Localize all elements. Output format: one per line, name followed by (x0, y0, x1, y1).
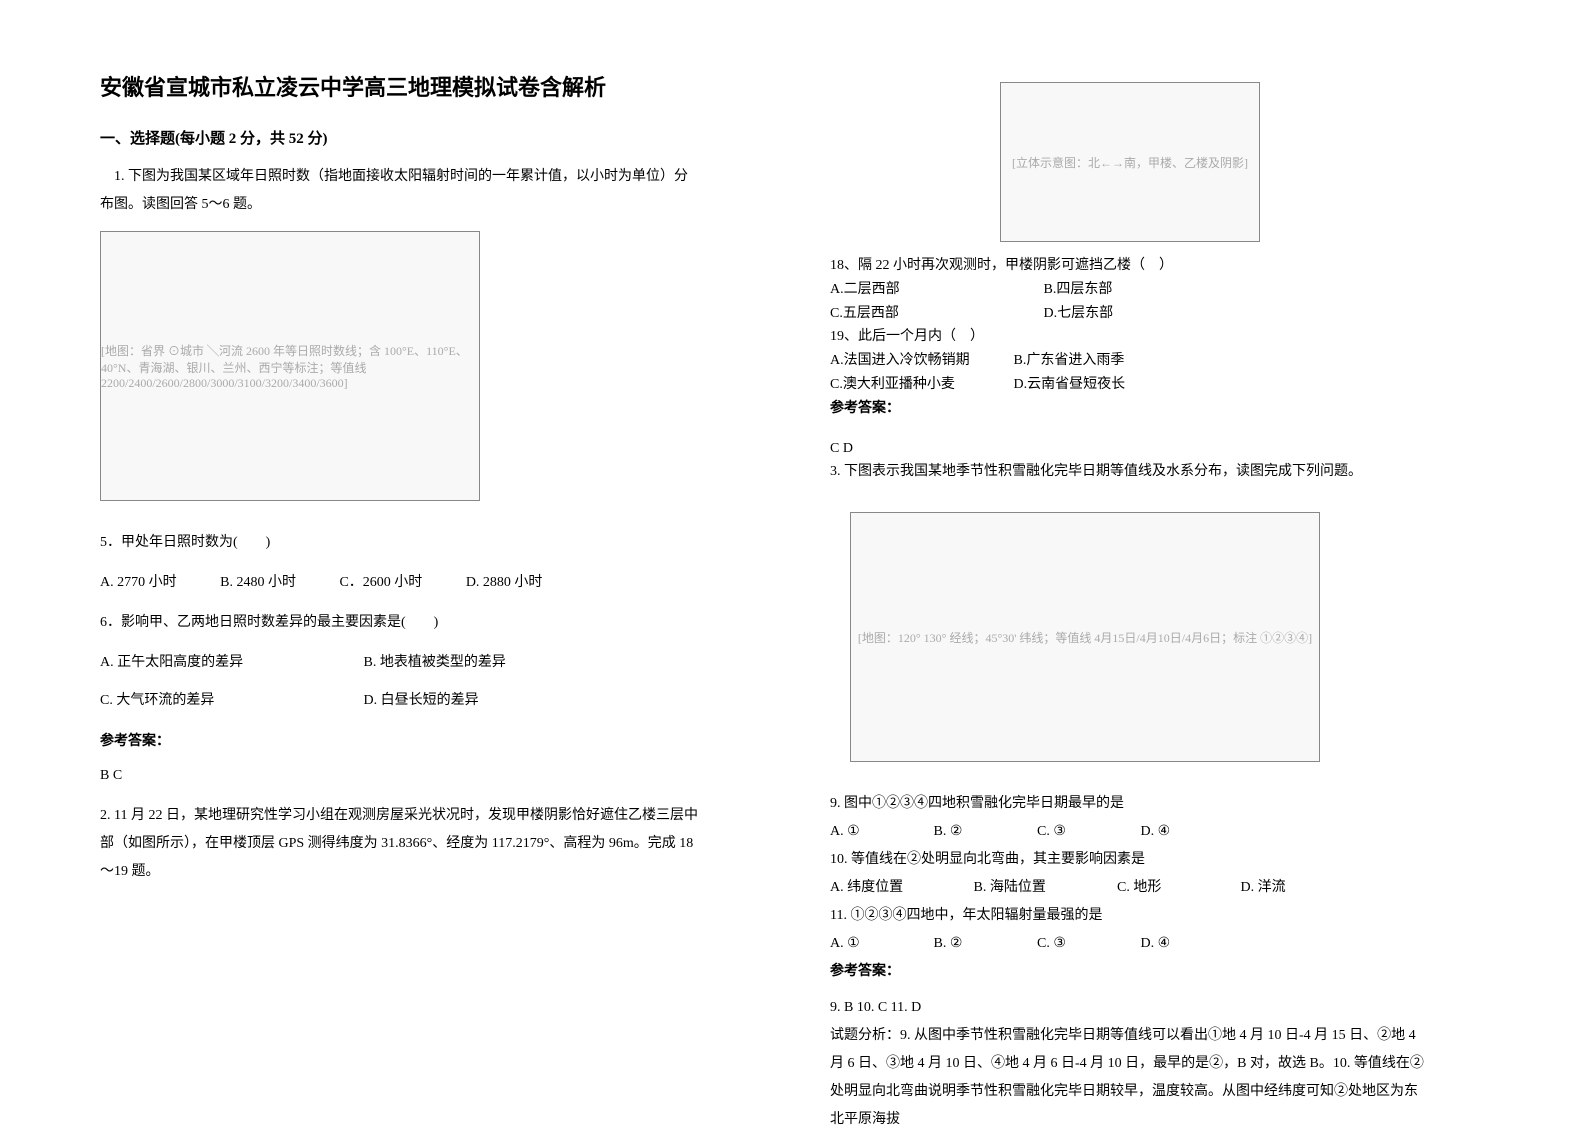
q11-options: A. ① B. ② C. ③ D. ④ (830, 930, 1430, 958)
q18-opt-b[interactable]: B.四层东部 (1044, 282, 1113, 297)
q18-options: A.二层西部 B.四层东部 (830, 278, 1430, 302)
q2-intro: 2. 11 月 22 日，某地理研究性学习小组在观测房屋采光状况时，发现甲楼阴影… (100, 802, 700, 886)
q18-opt-a[interactable]: A.二层西部 (830, 278, 1040, 302)
q18-opt-d[interactable]: D.七层东部 (1044, 306, 1114, 321)
q1-answer: B C (100, 762, 700, 790)
q11-opt-d[interactable]: D. ④ (1141, 930, 1241, 958)
q10-opt-d[interactable]: D. 洋流 (1241, 874, 1341, 902)
q3-figure: [地图：120° 130° 经线；45°30' 纬线；等值线 4月15日/4月1… (850, 512, 1320, 762)
q6-options: A. 正午太阳高度的差异 B. 地表植被类型的差异 C. 大气环流的差异 D. … (100, 649, 700, 715)
q9-opt-b[interactable]: B. ② (934, 818, 1034, 846)
q19-opt-c[interactable]: C.澳大利亚播种小麦 (830, 373, 1010, 397)
q5-options: A. 2770 小时 B. 2480 小时 C．2600 小时 D. 2880 … (100, 569, 700, 597)
q5-opt-a[interactable]: A. 2770 小时 (100, 569, 177, 597)
q11-opt-a[interactable]: A. ① (830, 930, 930, 958)
q2-figure-caption: [立体示意图：北←→南，甲楼、乙楼及阴影] (1012, 154, 1248, 171)
q5-stem: 5．甲处年日照时数为( ) (100, 529, 700, 557)
q3-figure-caption: [地图：120° 130° 经线；45°30' 纬线；等值线 4月15日/4月1… (858, 629, 1312, 646)
q10-opt-a[interactable]: A. 纬度位置 (830, 874, 970, 902)
q2-answer: C D (830, 437, 1430, 461)
q9-opt-d[interactable]: D. ④ (1141, 818, 1241, 846)
q10-stem: 10. 等值线在②处明显向北弯曲，其主要影响因素是 (830, 846, 1430, 874)
q19-options-2: C.澳大利亚播种小麦 D.云南省昼短夜长 (830, 373, 1430, 397)
q9-options: A. ① B. ② C. ③ D. ④ (830, 818, 1430, 846)
q11-stem: 11. ①②③④四地中，年太阳辐射量最强的是 (830, 902, 1430, 930)
q5-opt-b[interactable]: B. 2480 小时 (220, 569, 296, 597)
q1-intro: 1. 下图为我国某区域年日照时数（指地面接收太阳辐射时间的一年累计值，以小时为单… (100, 163, 700, 219)
q1-figure-caption: [地图：省界 ⊙城市 ╲河流 2600 年等日照时数线；含 100°E、110°… (101, 342, 479, 391)
q19-opt-b[interactable]: B.广东省进入雨季 (1014, 353, 1125, 368)
q6-stem: 6．影响甲、乙两地日照时数差异的最主要因素是( ) (100, 609, 700, 637)
q1-figure: [地图：省界 ⊙城市 ╲河流 2600 年等日照时数线；含 100°E、110°… (100, 231, 480, 501)
q10-opt-b[interactable]: B. 海陆位置 (974, 874, 1114, 902)
q19-options: A.法国进入冷饮畅销期 B.广东省进入雨季 (830, 349, 1430, 373)
q19-opt-a[interactable]: A.法国进入冷饮畅销期 (830, 349, 1010, 373)
q9-stem: 9. 图中①②③④四地积雪融化完毕日期最早的是 (830, 790, 1430, 818)
section-1-header: 一、选择题(每小题 2 分，共 52 分) (100, 127, 700, 148)
page-title: 安徽省宣城市私立凌云中学高三地理模拟试卷含解析 (100, 70, 700, 102)
q11-opt-c[interactable]: C. ③ (1037, 930, 1137, 958)
q10-options: A. 纬度位置 B. 海陆位置 C. 地形 D. 洋流 (830, 874, 1430, 902)
q5-opt-c[interactable]: C．2600 小时 (339, 569, 422, 597)
q10-opt-c[interactable]: C. 地形 (1117, 874, 1237, 902)
q2-figure: [立体示意图：北←→南，甲楼、乙楼及阴影] (1000, 82, 1260, 242)
q18-options-2: C.五层西部 D.七层东部 (830, 302, 1430, 326)
q2-answer-label: 参考答案： (830, 397, 1430, 421)
q9-opt-a[interactable]: A. ① (830, 818, 930, 846)
q18-opt-c[interactable]: C.五层西部 (830, 302, 1040, 326)
q3-answer-label: 参考答案： (830, 958, 1430, 986)
q3-answer: 9. B 10. C 11. D (830, 994, 1430, 1022)
q6-opt-d[interactable]: D. 白昼长短的差异 (364, 687, 624, 715)
q6-opt-c[interactable]: C. 大气环流的差异 (100, 687, 360, 715)
q18-stem: 18、隔 22 小时再次观测时，甲楼阴影可遮挡乙楼（ ） (830, 254, 1430, 278)
q3-analysis: 试题分析：9. 从图中季节性积雪融化完毕日期等值线可以看出①地 4 月 10 日… (830, 1022, 1430, 1134)
q1-answer-label: 参考答案： (100, 730, 700, 750)
q3-intro: 3. 下图表示我国某地季节性积雪融化完毕日期等值线及水系分布，读图完成下列问题。 (830, 460, 1430, 484)
q19-opt-d[interactable]: D.云南省昼短夜长 (1014, 377, 1126, 392)
q9-opt-c[interactable]: C. ③ (1037, 818, 1137, 846)
q19-stem: 19、此后一个月内（ ） (830, 325, 1430, 349)
q6-opt-a[interactable]: A. 正午太阳高度的差异 (100, 649, 360, 677)
q5-opt-d[interactable]: D. 2880 小时 (466, 569, 543, 597)
q6-opt-b[interactable]: B. 地表植被类型的差异 (364, 649, 624, 677)
q11-opt-b[interactable]: B. ② (934, 930, 1034, 958)
